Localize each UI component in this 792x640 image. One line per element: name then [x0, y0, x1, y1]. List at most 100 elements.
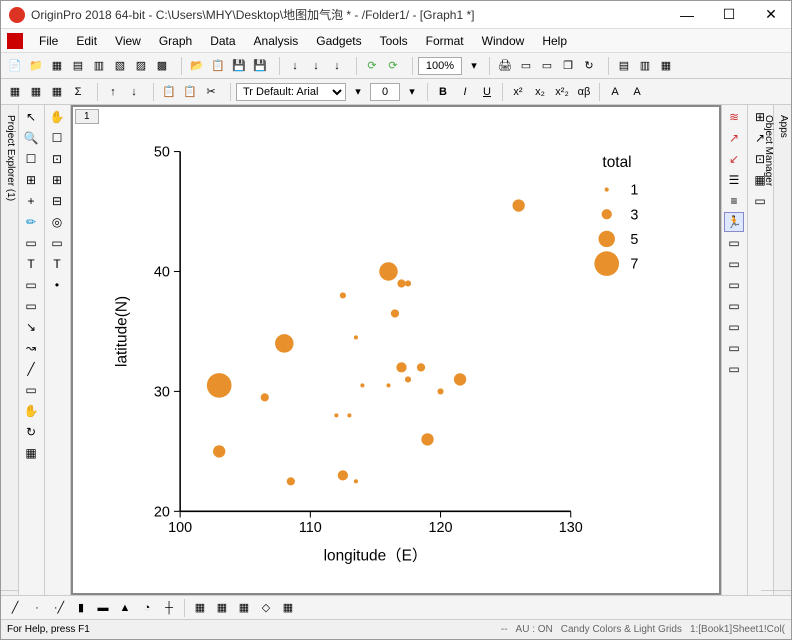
zoom-input[interactable] [418, 57, 462, 75]
data-reader-icon[interactable]: ⊞ [21, 170, 41, 190]
running-icon[interactable]: 🏃 [724, 212, 744, 232]
image-plot-icon[interactable]: ▭ [724, 359, 744, 379]
save-template-icon[interactable]: 💾 [250, 56, 270, 76]
menu-analysis[interactable]: Analysis [246, 32, 307, 50]
italic-icon[interactable]: I [455, 82, 475, 102]
open-icon[interactable]: 📂 [187, 56, 207, 76]
tab-apps[interactable]: Apps [776, 109, 791, 591]
plot-bar-icon[interactable]: ▬ [93, 598, 113, 618]
fontsize-dropdown-icon[interactable]: ▾ [402, 82, 422, 102]
tile-vert-icon[interactable]: ▥ [635, 56, 655, 76]
plot-column-icon[interactable]: ▮ [71, 598, 91, 618]
data-selector-icon[interactable]: ✏ [21, 212, 41, 232]
new-matrix-icon[interactable]: ▥ [89, 56, 109, 76]
line-icon[interactable]: ╱ [21, 359, 41, 379]
plot-line-icon[interactable]: ╱ [5, 598, 25, 618]
roi-icon[interactable]: T [47, 254, 67, 274]
pan-icon[interactable]: ✋ [47, 107, 67, 127]
refresh-icon[interactable]: ↻ [579, 56, 599, 76]
batch-plot-icon[interactable]: ▦ [212, 598, 232, 618]
waterfall-icon[interactable]: ▭ [724, 338, 744, 358]
sort-asc-icon[interactable]: ↑ [103, 82, 123, 102]
data-highlighter-icon[interactable]: ▭ [47, 233, 67, 253]
menu-graph[interactable]: Graph [151, 32, 200, 50]
plot-scatter-icon[interactable]: · [27, 598, 47, 618]
stats-plot-icon[interactable]: ▦ [278, 598, 298, 618]
arrow-icon[interactable]: ↘ [21, 317, 41, 337]
menu-view[interactable]: View [107, 32, 149, 50]
import-wizard-icon[interactable]: ↓ [285, 56, 305, 76]
rotate-icon[interactable]: ↻ [21, 422, 41, 442]
layer-tab[interactable]: 1 [75, 109, 99, 124]
copy-icon[interactable]: 📋 [159, 82, 179, 102]
3d-plot-icon[interactable]: ▭ [724, 275, 744, 295]
screen-reader-icon[interactable]: ☐ [21, 149, 41, 169]
recalculate-auto-icon[interactable]: ⟳ [383, 56, 403, 76]
line-symbol-icon[interactable]: ↙ [724, 149, 744, 169]
pointer-icon[interactable]: ↖ [21, 107, 41, 127]
line-plot-icon[interactable]: ≋ [724, 107, 744, 127]
rect-icon[interactable]: ▭ [21, 380, 41, 400]
minimize-button[interactable]: — [675, 5, 699, 25]
print-icon[interactable]: 🖨 [495, 56, 515, 76]
select-icon[interactable]: ✋ [21, 401, 41, 421]
tile-horiz-icon[interactable]: ▤ [614, 56, 634, 76]
tab-project-explorer[interactable]: Project Explorer (1) [3, 109, 18, 591]
sort-desc-icon[interactable]: ↓ [124, 82, 144, 102]
font-size-input[interactable] [370, 83, 400, 101]
3d-icon[interactable]: ◇ [256, 598, 276, 618]
surface-plot-icon[interactable]: ▭ [724, 317, 744, 337]
tab-quick-help[interactable]: Quick Help [1, 109, 3, 591]
area-plot-icon[interactable]: ▭ [724, 233, 744, 253]
slide-show-icon[interactable]: ▭ [516, 56, 536, 76]
font-dropdown-icon[interactable]: ▾ [348, 82, 368, 102]
zoom-rect-icon[interactable]: ☐ [47, 128, 67, 148]
recalculate-icon[interactable]: ⟳ [362, 56, 382, 76]
point-icon[interactable]: • [47, 275, 67, 295]
rescale-icon[interactable]: ⊡ [47, 149, 67, 169]
zoom-in-icon[interactable]: 🔍 [21, 128, 41, 148]
stats-icon[interactable]: Σ [68, 82, 88, 102]
plot-linesymbol-icon[interactable]: ·╱ [49, 598, 69, 618]
col-type-icon[interactable]: ▦ [47, 82, 67, 102]
menu-tools[interactable]: Tools [372, 32, 416, 50]
new-excel-icon[interactable]: ▧ [110, 56, 130, 76]
scale-in-icon[interactable]: ⊞ [47, 170, 67, 190]
supersub-icon[interactable]: x²₂ [552, 82, 572, 102]
open-template-icon[interactable]: 📋 [208, 56, 228, 76]
del-col-icon[interactable]: ▦ [26, 82, 46, 102]
mask-icon[interactable]: ▭ [21, 233, 41, 253]
close-button[interactable]: ✕ [759, 5, 783, 25]
menu-help[interactable]: Help [534, 32, 575, 50]
column-plot-icon[interactable]: ☰ [724, 170, 744, 190]
region-icon[interactable]: ▭ [21, 275, 41, 295]
bar-plot-icon[interactable]: ≡ [724, 191, 744, 211]
new-project-icon[interactable]: 📄 [5, 56, 25, 76]
graph-window[interactable]: 1 10011012013020304050longitude（E）latitu… [73, 107, 719, 593]
font-inc-icon[interactable]: A [605, 82, 625, 102]
menu-data[interactable]: Data [202, 32, 243, 50]
font-select[interactable]: Tr Default: Arial [236, 83, 346, 101]
add-col-icon[interactable]: ▦ [5, 82, 25, 102]
import-multi-icon[interactable]: ↓ [327, 56, 347, 76]
new-notes-icon[interactable]: ▩ [152, 56, 172, 76]
superscript-icon[interactable]: x² [508, 82, 528, 102]
zoom-dropdown-icon[interactable]: ▾ [464, 56, 484, 76]
new-workbook-icon[interactable]: ▦ [47, 56, 67, 76]
tab-object-manager[interactable]: Object Manager [761, 109, 776, 591]
curved-arrow-icon[interactable]: ↝ [21, 338, 41, 358]
import-single-icon[interactable]: ↓ [306, 56, 326, 76]
underline-icon[interactable]: U [477, 82, 497, 102]
maximize-button[interactable]: ☐ [717, 5, 741, 25]
scale-out-icon[interactable]: ⊟ [47, 191, 67, 211]
save-icon[interactable]: 💾 [229, 56, 249, 76]
data-cursor-icon[interactable]: + [21, 191, 41, 211]
cascade-icon[interactable]: ▦ [656, 56, 676, 76]
plot-pie-icon[interactable]: ◔ [137, 598, 157, 618]
new-layout-icon[interactable]: ▨ [131, 56, 151, 76]
new-folder-icon[interactable]: 📁 [26, 56, 46, 76]
pie-plot-icon[interactable]: ▭ [724, 254, 744, 274]
menu-gadgets[interactable]: Gadgets [308, 32, 369, 50]
contour-plot-icon[interactable]: ▭ [724, 296, 744, 316]
font-color-icon[interactable]: A [627, 82, 647, 102]
